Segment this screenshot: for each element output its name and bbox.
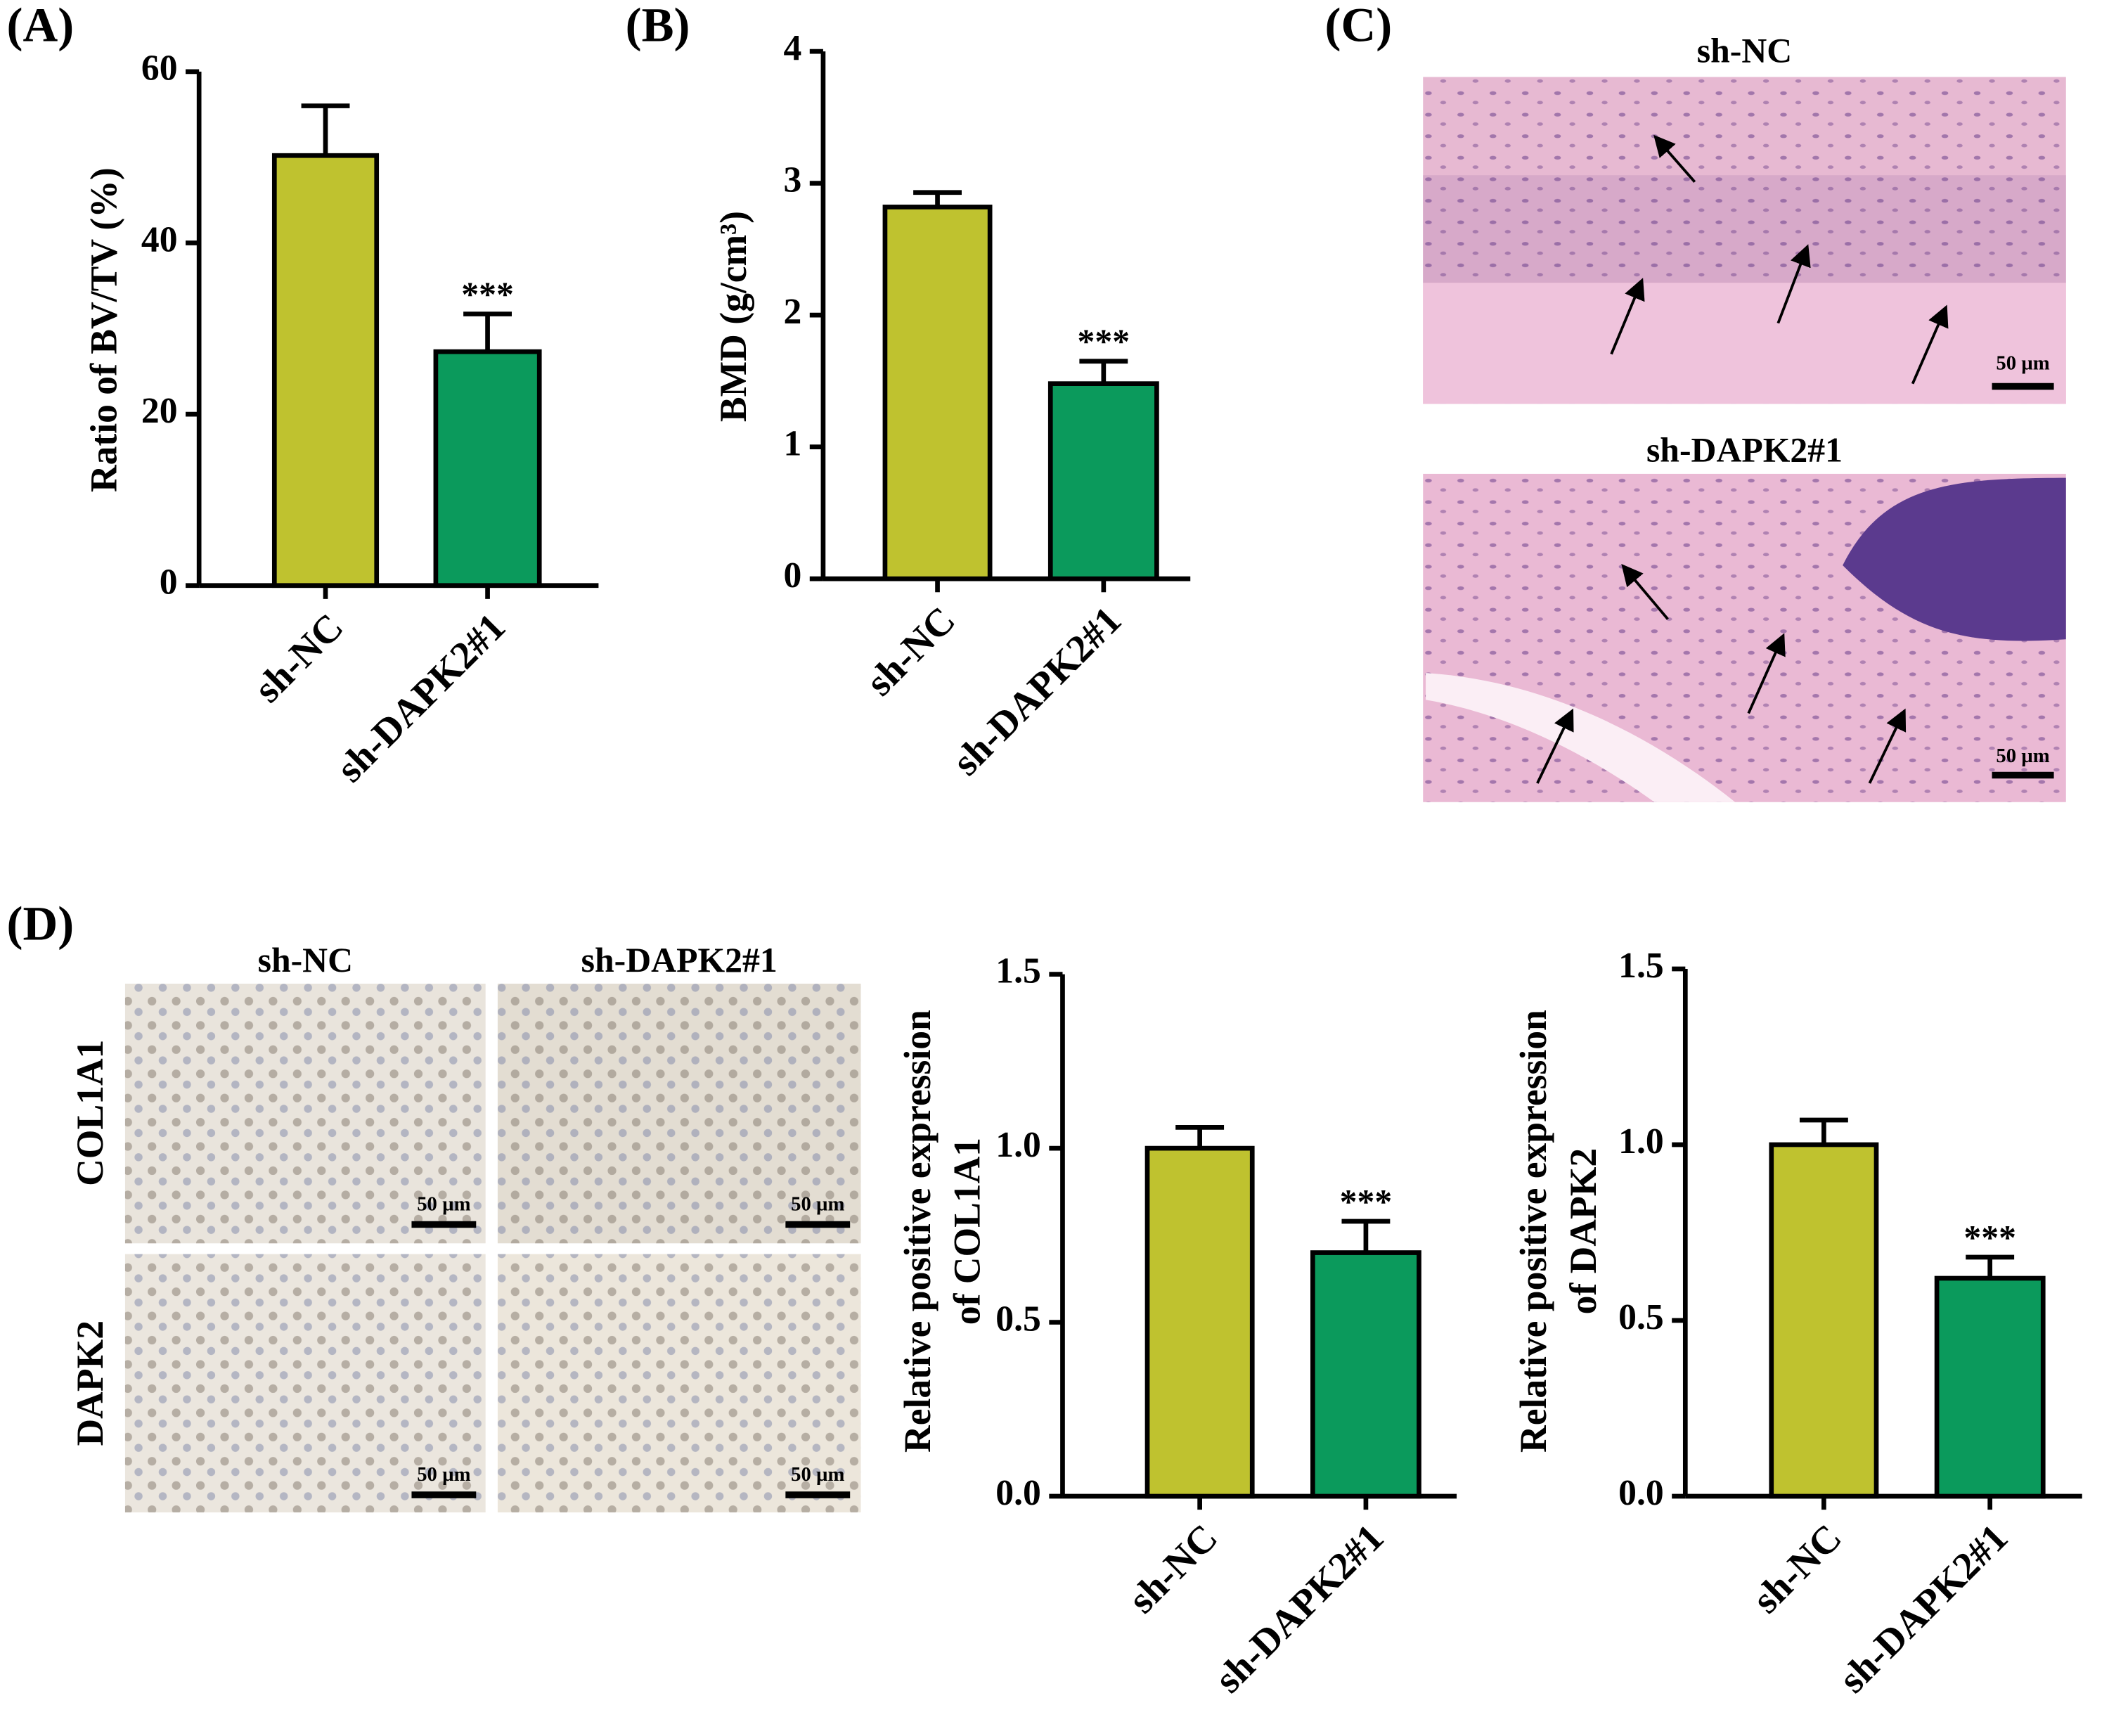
x-tick-label: sh-NC <box>246 605 352 711</box>
y-tick-label: 20 <box>141 391 178 431</box>
scale-bar-label: 50 µm <box>417 1463 470 1486</box>
bar <box>1047 381 1159 581</box>
y-axis-label: Relative positive expression <box>1512 1010 1554 1453</box>
y-tick-label: 1.0 <box>995 1125 1041 1165</box>
bar <box>882 205 993 581</box>
x-tick-label: sh-NC <box>1745 1517 1850 1622</box>
panel-label: (B) <box>626 0 690 51</box>
y-tick-label: 0 <box>160 562 178 603</box>
row-label: DAPK2 <box>69 1320 111 1446</box>
y-tick-label: 1.5 <box>1618 946 1664 986</box>
x-tick-label: sh-DAPK2#1 <box>1207 1517 1392 1702</box>
bar <box>1934 1275 2046 1499</box>
bar <box>271 153 380 589</box>
y-tick-label: 1.5 <box>995 951 1041 991</box>
image-caption: sh-NC <box>1697 31 1792 70</box>
y-tick-label: 60 <box>141 49 178 89</box>
y-tick-label: 40 <box>141 219 178 259</box>
y-tick-label: 1 <box>783 424 801 464</box>
x-tick-label: sh-DAPK2#1 <box>1831 1517 2016 1702</box>
y-tick-label: 4 <box>783 28 801 68</box>
scale-bar-label: 50 µm <box>791 1463 844 1486</box>
bar <box>1310 1250 1421 1499</box>
significance: *** <box>461 275 514 314</box>
y-tick-label: 0.0 <box>995 1473 1041 1513</box>
bar <box>433 349 542 589</box>
scale-bar-label: 50 µm <box>417 1192 470 1215</box>
column-label: sh-DAPK2#1 <box>581 941 778 979</box>
scale-bar-label: 50 µm <box>791 1192 844 1215</box>
y-axis-label: BMD (g/cm³) <box>712 211 754 422</box>
y-axis-label: of COL1A1 <box>946 1138 988 1325</box>
y-axis-label: of DAPK2 <box>1562 1148 1604 1315</box>
panel-label: (C) <box>1325 0 1393 51</box>
panel-label: (D) <box>7 896 75 950</box>
y-tick-label: 0.5 <box>1618 1297 1664 1337</box>
scale-bar-label: 50 µm <box>1996 745 2049 767</box>
y-axis-label: Relative positive expression <box>896 1010 939 1453</box>
y-tick-label: 0.5 <box>995 1299 1041 1339</box>
significance: *** <box>1963 1218 2016 1256</box>
row-label: COL1A1 <box>69 1040 111 1186</box>
y-axis-label: Ratio of BV/TV (%) <box>82 167 124 492</box>
x-tick-label: sh-NC <box>1121 1517 1226 1622</box>
x-tick-label: sh-NC <box>858 599 964 705</box>
y-tick-label: 2 <box>783 292 801 332</box>
x-tick-label: sh-DAPK2#1 <box>945 599 1130 784</box>
y-tick-label: 0.0 <box>1618 1473 1664 1513</box>
significance: *** <box>1078 322 1130 361</box>
y-tick-label: 1.0 <box>1618 1121 1664 1162</box>
image-caption: sh-DAPK2#1 <box>1646 431 1843 470</box>
panel-label: (A) <box>7 0 75 51</box>
x-tick-label: sh-DAPK2#1 <box>329 605 514 790</box>
ihc-images <box>124 984 861 1512</box>
column-label: sh-NC <box>258 941 353 979</box>
he-image <box>1423 473 2066 802</box>
he-image <box>1423 77 2066 404</box>
significance: *** <box>1340 1182 1393 1221</box>
y-tick-label: 0 <box>783 555 801 596</box>
scale-bar-label: 50 µm <box>1996 352 2049 375</box>
bar <box>1144 1145 1255 1499</box>
bar <box>1769 1142 1879 1499</box>
y-tick-label: 3 <box>783 160 801 200</box>
